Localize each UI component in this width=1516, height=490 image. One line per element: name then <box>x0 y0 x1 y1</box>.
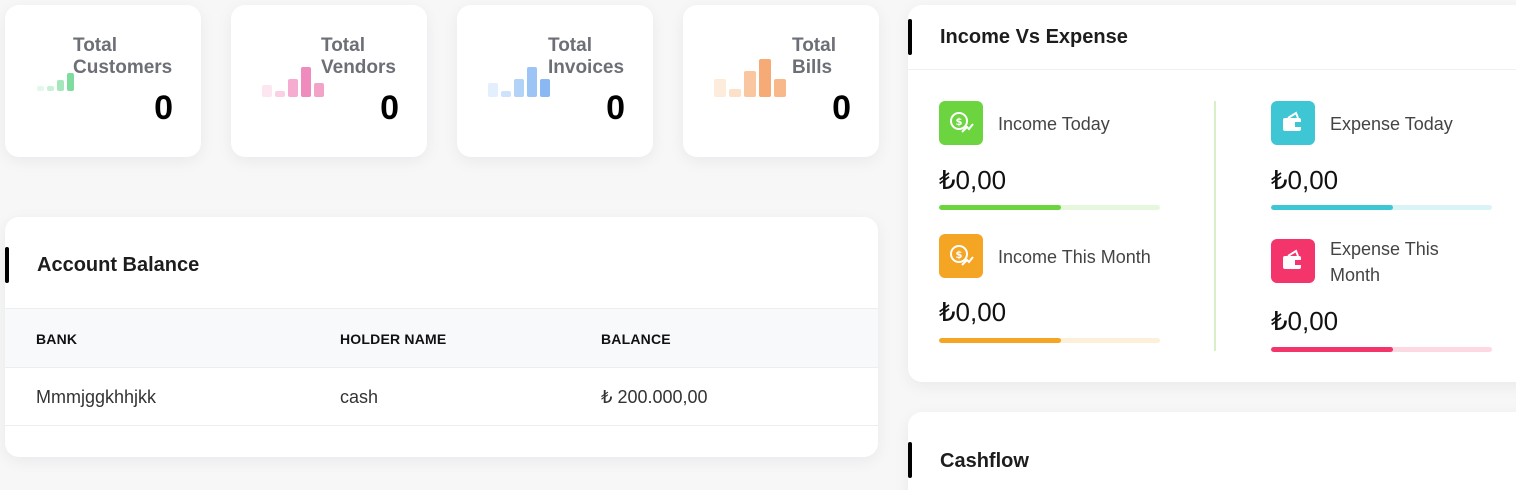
stat-value: 0 <box>380 89 399 127</box>
column-header-balance: BALANCE <box>601 331 671 347</box>
stat-value: 0 <box>154 89 173 127</box>
table-header: BANK HOLDER NAME BALANCE <box>5 308 878 368</box>
income-today-progress <box>939 205 1160 210</box>
income-expense-card: Income Vs Expense $ Income Today ₺0,00 E… <box>908 5 1516 382</box>
stat-value: 0 <box>832 89 851 127</box>
stat-card-vendors: Total Vendors 0 <box>231 5 427 157</box>
vendors-mini-chart-icon <box>262 67 324 97</box>
section-accent <box>908 442 912 478</box>
column-header-holder-name: HOLDER NAME <box>340 331 447 347</box>
income-month-label: Income This Month <box>998 247 1151 267</box>
account-balance-card: Account Balance BANK HOLDER NAME BALANCE… <box>5 217 878 457</box>
table-cell-balance: ₺ 200.000,00 <box>601 387 708 407</box>
bills-mini-chart-icon <box>714 59 786 97</box>
income-month-icon: $ <box>939 234 983 278</box>
expense-month-label: Expense This Month <box>1330 239 1439 285</box>
stat-label: Total Customers <box>73 35 173 78</box>
stat-label: Total Invoices <box>548 35 625 78</box>
section-accent <box>5 247 9 283</box>
income-month-amount: ₺0,00 <box>939 297 1007 327</box>
expense-today-icon <box>1271 101 1315 145</box>
column-header-bank: BANK <box>36 331 78 347</box>
expense-today-progress <box>1271 205 1492 210</box>
table-cell-holder: cash <box>340 387 379 407</box>
stat-card-invoices: Total Invoices 0 <box>457 5 653 157</box>
stat-value: 0 <box>606 89 625 127</box>
section-title: Account Balance <box>37 254 200 276</box>
section-title: Income Vs Expense <box>940 26 1128 48</box>
income-today-icon: $ <box>939 101 983 145</box>
cashflow-card: Cashflow <box>908 412 1516 490</box>
expense-month-amount: ₺0,00 <box>1271 306 1339 336</box>
income-today-amount: ₺0,00 <box>939 165 1007 195</box>
svg-text:$: $ <box>956 250 963 261</box>
section-title: Cashflow <box>940 450 1029 472</box>
stat-card-customers: Total Customers 0 <box>5 5 201 157</box>
income-month-progress <box>939 338 1160 343</box>
stat-card-bills: Total Bills 0 <box>683 5 879 157</box>
stat-label: Total Bills <box>792 35 836 78</box>
stat-label: Total Vendors <box>321 35 396 78</box>
expense-month-progress <box>1271 347 1492 352</box>
section-accent <box>908 19 912 55</box>
row-divider <box>5 425 878 426</box>
customers-mini-chart-icon <box>37 73 74 91</box>
header-divider <box>908 69 1516 70</box>
svg-text:$: $ <box>956 117 963 128</box>
expense-today-label: Expense Today <box>1330 114 1453 134</box>
income-today-label: Income Today <box>998 114 1110 134</box>
column-divider <box>1214 101 1216 351</box>
expense-month-icon <box>1271 239 1315 283</box>
table-cell-bank: Mmmjggkhhjkk <box>36 387 157 407</box>
expense-today-amount: ₺0,00 <box>1271 165 1339 195</box>
invoices-mini-chart-icon <box>488 67 550 97</box>
